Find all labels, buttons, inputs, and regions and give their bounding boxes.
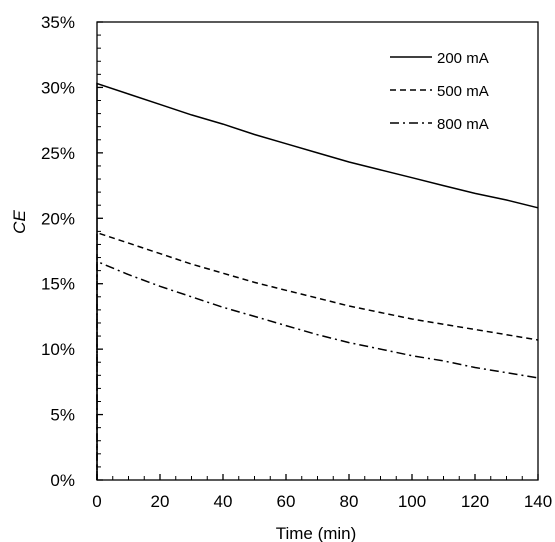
- x-tick-label: 100: [398, 492, 426, 511]
- y-tick-label: 10%: [41, 340, 75, 359]
- x-tick-label: 20: [151, 492, 170, 511]
- y-axis: 0% 5% 10% 15% 20% 25% 30% 35%: [41, 13, 103, 490]
- x-tick-label: 40: [214, 492, 233, 511]
- y-tick-label: 0%: [50, 471, 75, 490]
- y-axis-title: CE: [10, 210, 29, 234]
- series-group: [96, 82, 539, 480]
- x-axis: 0 20 40 60 80 100 120 140: [92, 474, 552, 511]
- legend-label: 500 mA: [437, 83, 489, 100]
- series-line: [96, 231, 539, 480]
- x-tick-label: 80: [340, 492, 359, 511]
- y-tick-label: 35%: [41, 13, 75, 32]
- x-tick-label: 140: [524, 492, 552, 511]
- series-line: [96, 260, 539, 480]
- x-tick-label: 0: [92, 492, 101, 511]
- legend-label: 800 mA: [437, 116, 489, 133]
- y-tick-label: 25%: [41, 144, 75, 163]
- legend-label: 200 mA: [437, 50, 489, 67]
- y-tick-label: 15%: [41, 275, 75, 294]
- x-axis-title: Time (min): [276, 524, 357, 542]
- y-tick-label: 5%: [50, 406, 75, 425]
- x-tick-label: 120: [461, 492, 489, 511]
- series-line: [96, 82, 539, 480]
- y-tick-label: 20%: [41, 209, 75, 228]
- x-tick-label: 60: [277, 492, 296, 511]
- y-tick-label: 30%: [41, 78, 75, 97]
- legend: 200 mA 500 mA 800 mA: [390, 50, 489, 133]
